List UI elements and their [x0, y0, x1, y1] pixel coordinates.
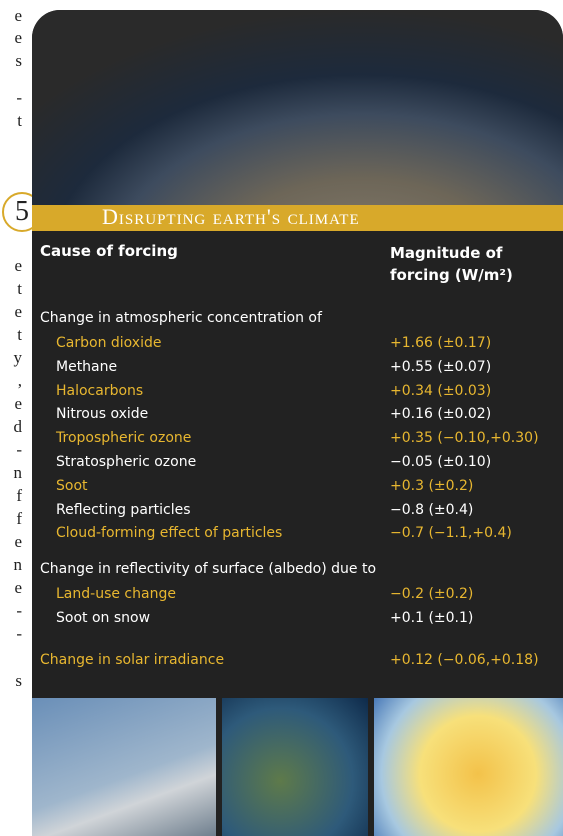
margin-fragment: -	[0, 624, 22, 644]
column-header: Magnitude of forcing (W/m²)	[390, 242, 550, 286]
cause: Land-use change	[56, 586, 176, 602]
cause: Nitrous oxide	[56, 406, 148, 422]
margin-fragment: f	[0, 509, 22, 529]
margin-fragment: n	[0, 463, 22, 483]
margin-fragment: -	[0, 601, 22, 621]
section-heading: Change in reflectivity of surface (albed…	[40, 561, 376, 577]
cause: Carbon dioxide	[56, 335, 161, 351]
forcing-value: −0.05 (±0.10)	[390, 454, 491, 470]
image-map	[374, 698, 563, 836]
margin-fragment: s	[0, 671, 22, 691]
forcing-value: +0.34 (±0.03)	[390, 383, 491, 399]
cause: Cloud-forming effect of particles	[56, 525, 282, 541]
forcing-value: +0.35 (−0.10,+0.30)	[390, 430, 539, 446]
margin-fragment: n	[0, 555, 22, 575]
margin-fragment: f	[0, 486, 22, 506]
cause: Soot on snow	[56, 610, 150, 626]
cause: Tropospheric ozone	[56, 430, 191, 446]
forcing-value: +0.3 (±0.2)	[390, 478, 473, 494]
margin-fragment: e	[0, 28, 22, 48]
section-heading: Change in atmospheric concentration of	[40, 310, 322, 326]
margin-fragment: -	[0, 440, 22, 460]
forcing-value: +0.12 (−0.06,+0.18)	[390, 652, 539, 668]
column-header: Cause of forcing	[40, 242, 178, 260]
forcing-value: +1.66 (±0.17)	[390, 335, 491, 351]
cause: Soot	[56, 478, 88, 494]
page: ees-tetety,ed-nffene--s 5 Disrupting ear…	[0, 0, 563, 836]
image-earth	[222, 698, 368, 836]
cause: Stratospheric ozone	[56, 454, 196, 470]
margin-fragment: e	[0, 6, 22, 26]
forcing-value: +0.55 (±0.07)	[390, 359, 491, 375]
cause: Halocarbons	[56, 383, 143, 399]
forcing-value: +0.16 (±0.02)	[390, 406, 491, 422]
cause: Methane	[56, 359, 117, 375]
margin-fragment: t	[0, 111, 22, 131]
margin-fragment: e	[0, 578, 22, 598]
margin-fragment: d	[0, 417, 22, 437]
margin-fragment: -	[0, 88, 22, 108]
cause: Change in solar irradiance	[40, 652, 224, 668]
forcing-table: Cause of forcing Magnitude of forcing (W/…	[32, 10, 563, 700]
margin-fragment: ,	[0, 371, 22, 391]
margin-fragment: e	[0, 532, 22, 552]
forcing-value: −0.7 (−1.1,+0.4)	[390, 525, 512, 541]
forcing-value: +0.1 (±0.1)	[390, 610, 473, 626]
margin-fragment: s	[0, 51, 22, 71]
margin-fragment: t	[0, 325, 22, 345]
forcing-value: −0.8 (±0.4)	[390, 502, 473, 518]
margin-fragment: y	[0, 348, 22, 368]
forcing-value: −0.2 (±0.2)	[390, 586, 473, 602]
margin-fragment: e	[0, 256, 22, 276]
margin-fragment: e	[0, 394, 22, 414]
margin-fragment: t	[0, 279, 22, 299]
margin-fragment: e	[0, 302, 22, 322]
image-mirrors	[32, 698, 216, 836]
cause: Reflecting particles	[56, 502, 191, 518]
